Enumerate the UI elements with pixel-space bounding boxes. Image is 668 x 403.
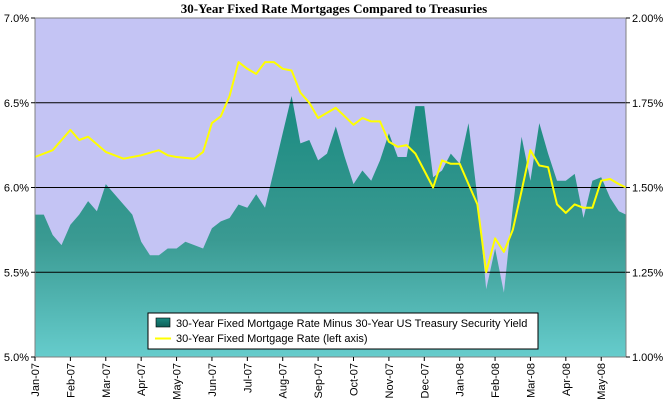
left-tick-label: 7.0% (4, 13, 29, 25)
x-tick-label: Dec-07 (419, 363, 431, 398)
x-tick-label: Nov-07 (384, 363, 396, 398)
x-tick-label: Jan-07 (30, 363, 42, 397)
right-tick-label: 2.00% (632, 13, 663, 25)
legend-box (147, 312, 539, 350)
legend-area-label: 30-Year Fixed Mortgage Rate Minus 30-Yea… (176, 318, 527, 330)
legend: 30-Year Fixed Mortgage Rate Minus 30-Yea… (147, 312, 539, 350)
x-tick-label: Aug-07 (278, 363, 290, 398)
left-tick-label: 5.0% (4, 352, 29, 364)
area-series (35, 96, 626, 357)
x-tick-label: Apr-08 (561, 363, 573, 396)
x-tick-label: Feb-08 (490, 363, 502, 398)
left-tick-label: 6.5% (4, 98, 29, 110)
left-tick-label: 6.0% (4, 183, 29, 195)
legend-area-swatch (155, 317, 171, 328)
left-axis: 5.0% 5.5% 6.0% 6.5% 7.0% (4, 13, 35, 364)
gridlines (35, 102, 626, 273)
x-axis: Jan-07 Feb-07 Mar-07 Apr-07 May-07 Jun-07 Jul-… (30, 357, 608, 400)
x-tick-label: May-08 (596, 363, 608, 400)
right-tick-label: 1.75% (632, 98, 663, 110)
x-tick-label: Jul-07 (242, 363, 254, 393)
area-layer (35, 96, 626, 357)
right-tick-label: 1.50% (632, 183, 663, 195)
x-tick-label: May-07 (172, 363, 184, 400)
right-tick-label: 1.00% (632, 352, 663, 364)
x-tick-label: Feb-07 (65, 363, 77, 398)
line-layer (34, 61, 627, 274)
x-tick-label: Apr-07 (136, 363, 148, 396)
left-tick-label: 5.5% (4, 267, 29, 279)
right-axis: 1.00% 1.25% 1.50% 1.75% 2.00% (626, 13, 663, 364)
x-tick-label: Jun-07 (207, 363, 219, 397)
x-tick-label: Sep-07 (313, 363, 325, 398)
chart-title: 30-Year Fixed Rate Mortgages Compared to… (181, 1, 487, 16)
x-tick-label: Mar-08 (525, 363, 537, 398)
line-series (34, 61, 627, 274)
x-tick-label: Jan-08 (455, 363, 467, 397)
x-tick-label: Mar-07 (101, 363, 113, 398)
x-tick-label: Oct-07 (349, 363, 361, 396)
legend-line-label: 30-Year Fixed Mortgage Rate (left axis) (176, 333, 368, 345)
right-tick-label: 1.25% (632, 267, 663, 279)
